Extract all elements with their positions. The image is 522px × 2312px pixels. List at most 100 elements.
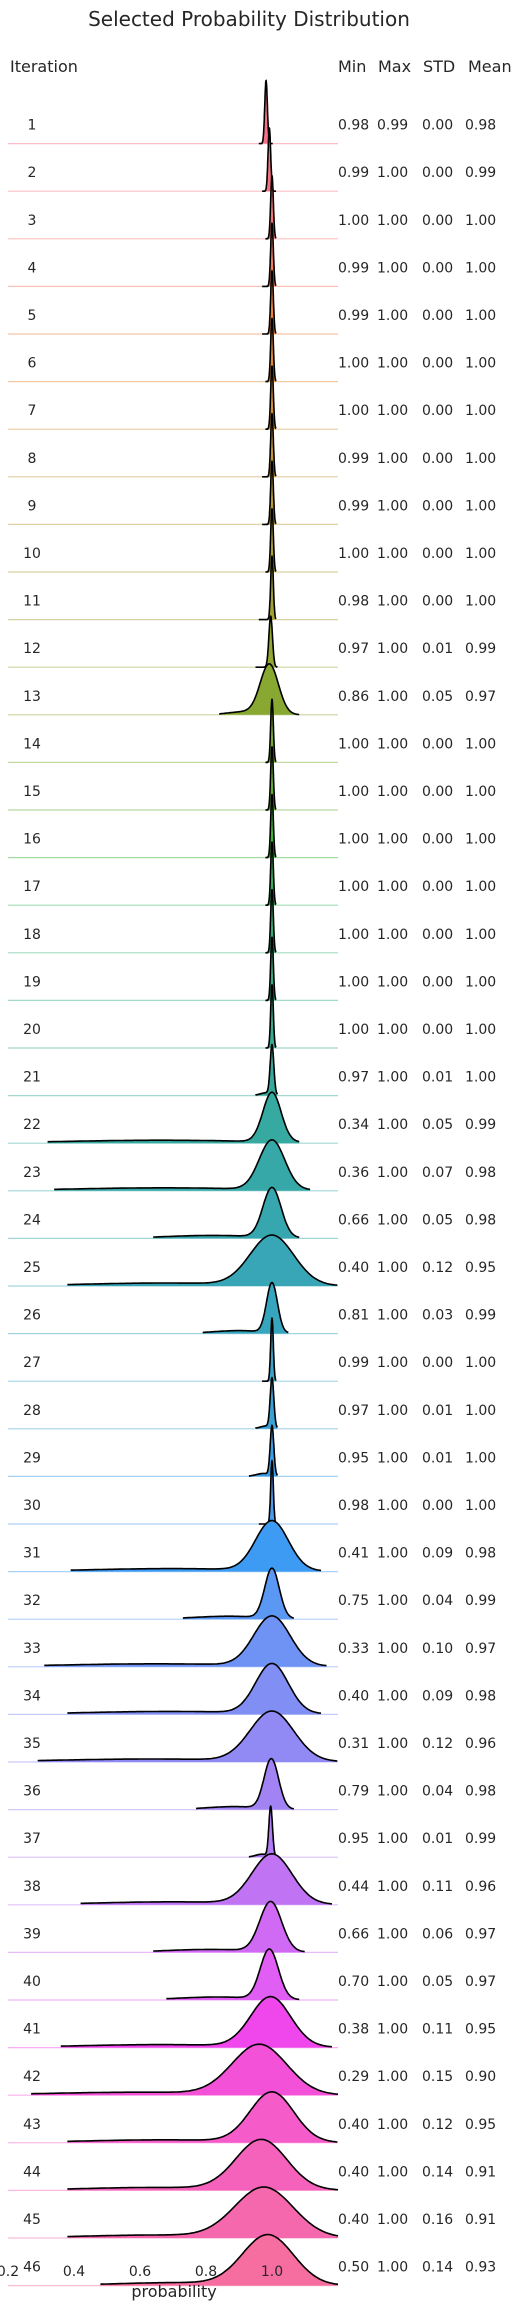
row-min: 1.00 [338, 879, 369, 895]
row-max: 1.00 [377, 784, 408, 800]
density-outline [262, 1316, 277, 1382]
row-std: 0.04 [422, 1784, 453, 1800]
row-std: 0.05 [422, 1974, 453, 1990]
row-min: 0.97 [338, 1403, 369, 1419]
density-area [219, 663, 300, 715]
row-min: 0.75 [338, 1593, 369, 1609]
row-mean: 0.99 [465, 1831, 496, 1847]
x-tick-label: 0.6 [129, 2264, 151, 2280]
row-mean: 0.91 [465, 2164, 496, 2180]
density-outline [262, 460, 277, 526]
row-min: 0.81 [338, 1308, 369, 1324]
row-iteration: 3 [28, 213, 37, 229]
row-max: 1.00 [377, 2164, 408, 2180]
density-outline [153, 1186, 300, 1239]
density-outline [265, 317, 277, 383]
density-area [54, 1139, 311, 1191]
row-iteration: 15 [23, 784, 41, 800]
density-area [248, 1425, 278, 1477]
row-min: 0.36 [338, 1165, 369, 1181]
row-max: 1.00 [377, 2212, 408, 2228]
density-outline [202, 1281, 289, 1334]
row-iteration: 2 [28, 165, 37, 181]
row-mean: 1.00 [465, 832, 496, 848]
row-mean: 1.00 [465, 546, 496, 562]
row-std: 0.11 [422, 1879, 453, 1895]
density-outline [262, 412, 277, 478]
header-max: Max [378, 57, 411, 76]
row-std: 0.00 [422, 165, 453, 181]
row-iteration: 43 [23, 2117, 41, 2133]
row-min: 0.29 [338, 2069, 369, 2085]
density-area [255, 1044, 278, 1096]
row-iteration: 1 [28, 118, 37, 134]
chart-title: Selected Probability Distribution [88, 7, 410, 31]
row-mean: 0.98 [465, 118, 496, 134]
row-std: 0.14 [422, 2164, 453, 2180]
row-iteration: 46 [23, 2260, 41, 2276]
row-iteration: 11 [23, 594, 41, 610]
density-outline [254, 1043, 279, 1096]
row-std: 0.01 [422, 1070, 453, 1086]
row-max: 1.00 [377, 1450, 408, 1466]
row-mean: 0.99 [465, 1117, 496, 1133]
density-outline [262, 269, 277, 335]
row-iteration: 5 [28, 308, 37, 324]
density-area [100, 2234, 339, 2286]
row-max: 0.99 [377, 118, 408, 134]
row-std: 0.14 [422, 2260, 453, 2276]
row-min: 1.00 [338, 213, 369, 229]
row-std: 0.00 [422, 1022, 453, 1038]
density-area [67, 1235, 338, 1286]
row-iteration: 34 [23, 1688, 41, 1704]
row-std: 0.00 [422, 974, 453, 990]
row-min: 0.86 [338, 689, 369, 705]
row-std: 0.12 [422, 2117, 453, 2133]
row-std: 0.05 [422, 689, 453, 705]
row-iteration: 13 [23, 689, 41, 705]
row-max: 1.00 [377, 1403, 408, 1419]
row-max: 1.00 [377, 641, 408, 657]
row-min: 1.00 [338, 974, 369, 990]
row-max: 1.00 [377, 974, 408, 990]
row-max: 1.00 [377, 1022, 408, 1038]
row-std: 0.10 [422, 1641, 453, 1657]
density-outline [262, 222, 277, 288]
density-outline [67, 2090, 338, 2143]
row-mean: 0.97 [465, 1926, 496, 1942]
density-outline [67, 1662, 322, 1714]
row-mean: 1.00 [465, 1022, 496, 1038]
density-outline [70, 1519, 322, 1572]
row-mean: 0.95 [465, 1260, 496, 1276]
row-min: 0.98 [338, 594, 369, 610]
row-mean: 0.97 [465, 1641, 496, 1657]
row-std: 0.00 [422, 213, 453, 229]
row-max: 1.00 [377, 1117, 408, 1133]
density-area [202, 1282, 289, 1334]
row-min: 0.66 [338, 1212, 369, 1228]
density-area [153, 1901, 305, 1953]
row-mean: 1.00 [465, 927, 496, 943]
row-max: 1.00 [377, 736, 408, 752]
density-outline [31, 2043, 339, 2095]
row-std: 0.09 [422, 1688, 453, 1704]
density-outline [47, 1091, 300, 1143]
row-std: 0.04 [422, 1593, 453, 1609]
row-min: 0.70 [338, 1974, 369, 1990]
row-iteration: 45 [23, 2212, 41, 2228]
row-iteration: 23 [23, 1165, 41, 1181]
row-std: 0.15 [422, 2069, 453, 2085]
density-area [248, 1806, 278, 1858]
row-min: 0.40 [338, 1688, 369, 1704]
row-mean: 0.98 [465, 1784, 496, 1800]
row-iteration: 16 [23, 832, 41, 848]
row-std: 0.05 [422, 1212, 453, 1228]
row-iteration: 9 [28, 498, 37, 514]
row-iteration: 6 [28, 356, 37, 372]
density-area [60, 1996, 332, 2048]
x-tick-label: 1.0 [261, 2264, 283, 2280]
row-max: 1.00 [377, 1212, 408, 1228]
row-std: 0.00 [422, 736, 453, 752]
row-std: 0.01 [422, 641, 453, 657]
row-std: 0.00 [422, 1498, 453, 1514]
